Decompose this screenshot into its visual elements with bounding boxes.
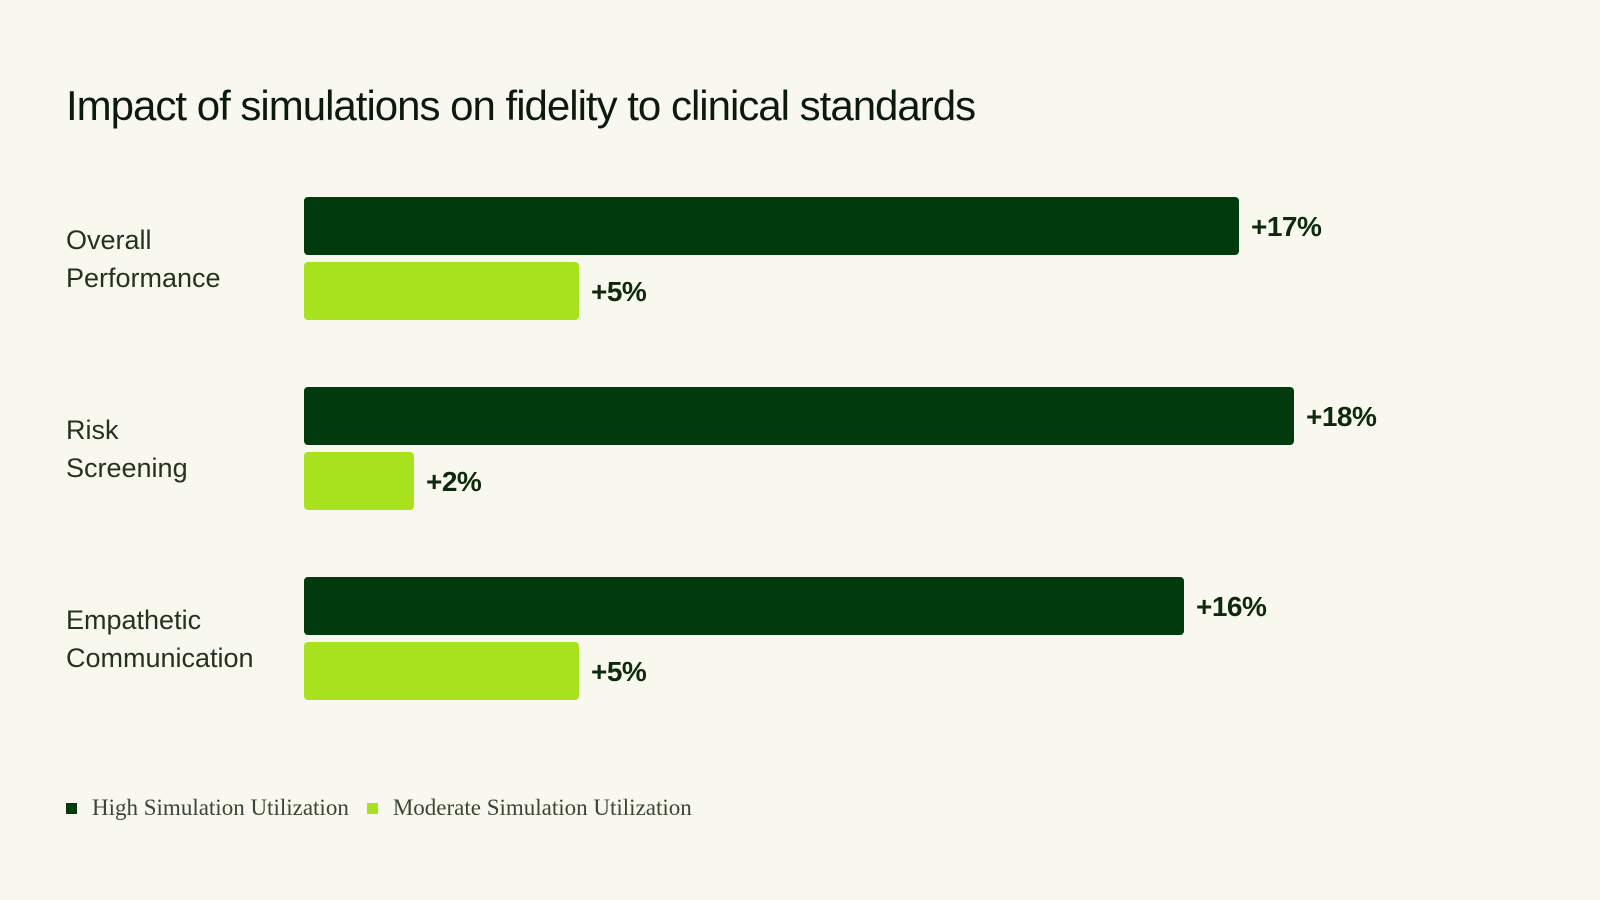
legend-swatch-moderate (366, 802, 378, 814)
legend-label-high: High Simulation Utilization (92, 795, 349, 820)
category-label: Performance (66, 263, 221, 293)
bar-value-label: +2% (426, 466, 482, 497)
bar-moderate-simulation (304, 642, 579, 700)
legend: High Simulation Utilization Moderate Sim… (66, 795, 710, 821)
legend-label-moderate: Moderate Simulation Utilization (392, 795, 692, 820)
category-label: Risk (66, 415, 119, 445)
category-label: Screening (66, 453, 188, 483)
bar-value-label: +5% (591, 656, 647, 687)
category-label: Empathetic (66, 605, 201, 635)
category-label: Communication (66, 643, 254, 673)
category-label: Overall (66, 225, 152, 255)
bar-moderate-simulation (304, 262, 579, 320)
legend-swatch-high (66, 802, 77, 814)
bar-moderate-simulation (304, 452, 414, 510)
chart-title: Impact of simulations on fidelity to cli… (66, 82, 976, 129)
bar-value-label: +18% (1306, 401, 1377, 432)
legend-item-high: High Simulation Utilization (66, 795, 349, 821)
bar-value-label: +5% (591, 276, 647, 307)
bar-high-simulation (304, 387, 1294, 445)
bar-high-simulation (304, 197, 1239, 255)
bar-value-label: +17% (1251, 211, 1322, 242)
bar-high-simulation (304, 577, 1184, 635)
bar-value-label: +16% (1196, 591, 1267, 622)
legend-item-moderate: Moderate Simulation Utilization (366, 795, 692, 821)
